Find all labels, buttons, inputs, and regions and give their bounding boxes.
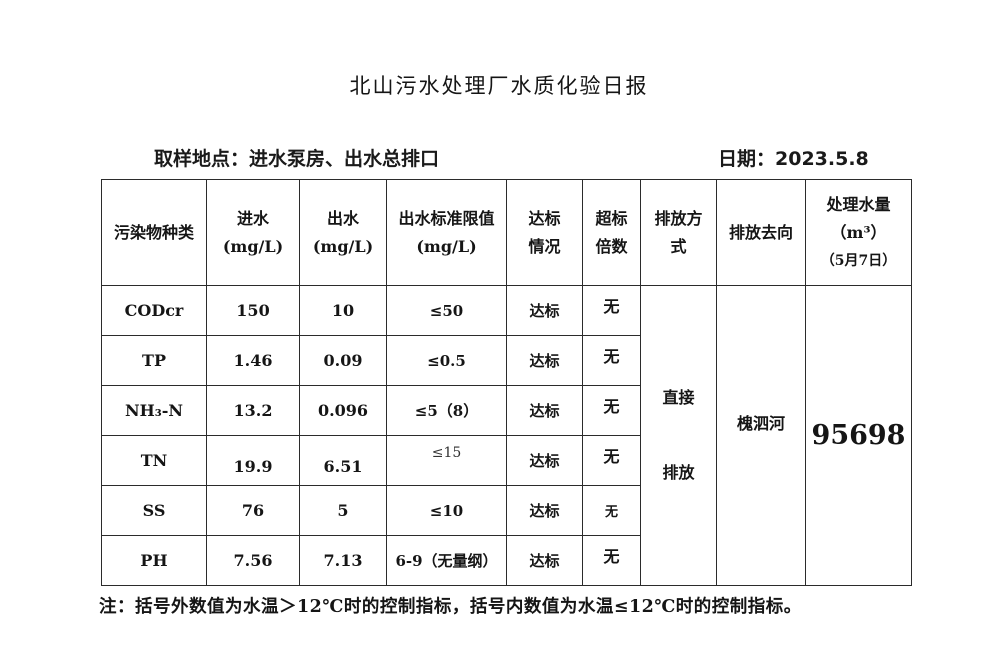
table-header-row: 污染物种类 进水 (mg/L) 出水 (mg/L) 出水标准限值 (mg/L) … [101, 179, 912, 286]
cell-influent: 19.9 [206, 435, 300, 486]
cell-effluent: 6.51 [299, 435, 387, 486]
cell-compliance: 达标 [506, 435, 583, 486]
cell-discharge-dest: 槐泗河 [716, 285, 806, 586]
cell-exceed: 无 [582, 535, 641, 586]
cell-influent: 150 [206, 285, 300, 336]
date-label: 日期：2023.5.8 [718, 148, 869, 170]
exceed-value: 无 [603, 396, 620, 416]
cell-influent: 13.2 [206, 385, 300, 436]
cell-exceed: 无 [582, 335, 641, 386]
cell-influent: 7.56 [206, 535, 300, 586]
table-row-codcr: CODcr 150 10 ≤50 达标 无 直接 排放 槐泗河 95698 [101, 285, 912, 586]
table-row-tn: TN 19.9 6.51 ≤15 达标 无 [101, 435, 912, 486]
table-row-nh3n: NH₃-N 13.2 0.096 ≤5（8） 达标 无 [101, 385, 912, 436]
col-header-pollutant: 污染物种类 [101, 179, 207, 286]
cell-treated-volume: 95698 [805, 285, 912, 586]
cell-limit: ≤15 [386, 435, 507, 486]
exceed-value: 无 [603, 296, 620, 316]
cell-pollutant: PH [101, 535, 207, 586]
col-header-limit: 出水标准限值 (mg/L) [386, 179, 507, 286]
exceed-value: 无 [604, 505, 618, 520]
cell-effluent: 0.096 [299, 385, 387, 436]
col-header-effluent: 出水 (mg/L) [299, 179, 387, 286]
table-row-ph: PH 7.56 7.13 6-9（无量纲） 达标 无 [101, 535, 912, 586]
cell-pollutant: NH₃-N [101, 385, 207, 436]
cell-limit: ≤0.5 [386, 335, 507, 386]
cell-exceed: 无 [582, 385, 641, 436]
effluent-value: 6.51 [323, 457, 363, 476]
exceed-value: 无 [603, 546, 620, 566]
treated-volume-title: 处理水量 （m³） [826, 195, 891, 243]
col-header-discharge-dest: 排放去向 [716, 179, 806, 286]
cell-limit: ≤5（8） [386, 385, 507, 436]
cell-pollutant: TP [101, 335, 207, 386]
table-row-tp: TP 1.46 0.09 ≤0.5 达标 无 [101, 335, 912, 386]
footnote: 注：括号外数值为水温＞12℃时的控制指标，括号内数值为水温≤12℃时的控制指标。 [99, 597, 802, 617]
discharge-dest-value: 槐泗河 [736, 413, 785, 433]
exceed-value: 无 [603, 446, 620, 466]
treated-volume-date: （5月7日） [820, 253, 897, 270]
cell-limit: ≤50 [386, 285, 507, 336]
limit-value: ≤15 [431, 444, 462, 461]
cell-exceed: 无 [582, 285, 641, 336]
col-header-treated-volume: 处理水量 （m³） （5月7日） [805, 179, 912, 286]
cell-limit: 6-9（无量纲） [386, 535, 507, 586]
cell-pollutant: TN [101, 435, 207, 486]
cell-influent: 1.46 [206, 335, 300, 386]
cell-limit: ≤10 [386, 485, 507, 536]
cell-effluent: 7.13 [299, 535, 387, 586]
cell-compliance: 达标 [506, 485, 583, 536]
cell-effluent: 10 [299, 285, 387, 336]
page-title: 北山污水处理厂水质化验日报 [349, 74, 649, 98]
exceed-value: 无 [603, 346, 620, 366]
cell-effluent: 5 [299, 485, 387, 536]
cell-compliance: 达标 [506, 285, 583, 336]
cell-compliance: 达标 [506, 385, 583, 436]
col-header-influent: 进水 (mg/L) [206, 179, 300, 286]
sampling-location-label: 取样地点：进水泵房、出水总排口 [154, 148, 440, 170]
cell-compliance: 达标 [506, 535, 583, 586]
col-header-exceed: 超标 倍数 [582, 179, 641, 286]
cell-exceed: 无 [582, 485, 641, 536]
water-quality-table: 污染物种类 进水 (mg/L) 出水 (mg/L) 出水标准限值 (mg/L) … [101, 179, 912, 586]
col-header-compliance: 达标 情况 [506, 179, 583, 286]
cell-pollutant: CODcr [101, 285, 207, 336]
col-header-discharge-mode: 排放方 式 [640, 179, 717, 286]
table-row-ss: SS 76 5 ≤10 达标 无 [101, 485, 912, 536]
cell-exceed: 无 [582, 435, 641, 486]
cell-influent: 76 [206, 485, 300, 536]
influent-value: 19.9 [233, 457, 273, 476]
cell-pollutant: SS [101, 485, 207, 536]
cell-discharge-mode: 直接 排放 [640, 285, 717, 586]
cell-effluent: 0.09 [299, 335, 387, 386]
cell-compliance: 达标 [506, 335, 583, 386]
